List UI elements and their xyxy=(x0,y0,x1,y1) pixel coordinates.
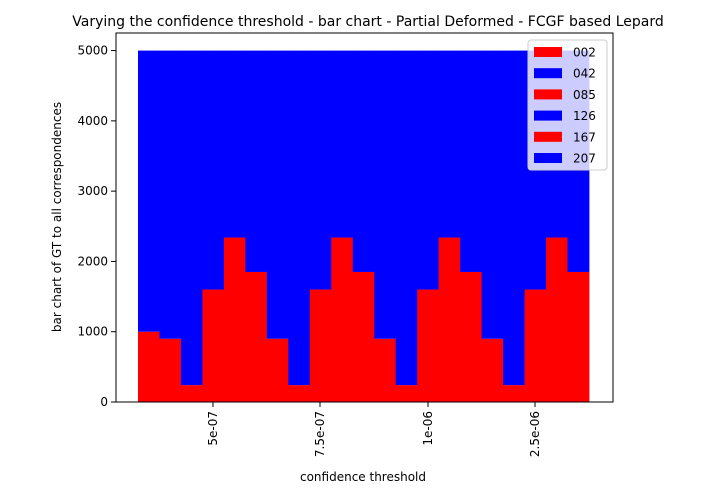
legend-box xyxy=(527,39,608,171)
chart-title: Varying the confidence threshold - bar c… xyxy=(72,14,663,30)
bar-blue-9 xyxy=(331,50,354,238)
bar-red-11 xyxy=(374,338,397,402)
bar-red-2 xyxy=(180,385,203,402)
legend-swatch xyxy=(534,153,562,163)
legend-label: 126 xyxy=(573,109,596,123)
bar-blue-11 xyxy=(374,50,397,339)
bar-red-20 xyxy=(567,271,590,402)
legend-swatch xyxy=(534,68,562,79)
bar-red-7 xyxy=(288,385,311,402)
bar-red-5 xyxy=(245,271,268,402)
bar-blue-6 xyxy=(266,50,289,339)
legend-label: 207 xyxy=(573,152,596,166)
bar-blue-13 xyxy=(417,50,440,290)
bar-red-3 xyxy=(202,289,225,402)
bar-red-16 xyxy=(481,338,504,402)
bar-red-14 xyxy=(438,237,461,402)
y-tick-label: 1000 xyxy=(77,325,108,339)
bar-blue-4 xyxy=(223,50,246,238)
x-tick-label: 2.5e-06 xyxy=(528,411,542,457)
bar-blue-17 xyxy=(503,50,525,386)
bar-red-12 xyxy=(395,385,418,402)
y-axis: 0 1000 2000 3000 4000 5000 xyxy=(77,44,116,409)
legend-label: 085 xyxy=(573,88,596,102)
y-tick-label: 0 xyxy=(100,395,108,409)
x-axis: 5e-07 7.5e-07 1e-06 2.5e-06 xyxy=(206,402,542,457)
bar-blue-7 xyxy=(288,50,311,386)
bar-blue-0 xyxy=(138,50,160,332)
y-tick-label: 2000 xyxy=(77,254,108,268)
legend-swatch xyxy=(534,131,562,142)
legend-label: 042 xyxy=(573,67,596,81)
legend-swatch xyxy=(534,89,562,100)
y-tick-label: 5000 xyxy=(77,44,108,58)
bar-red-0 xyxy=(138,331,160,402)
x-tick-label: 1e-06 xyxy=(421,411,435,446)
plot-frame xyxy=(115,32,614,403)
bar-red-19 xyxy=(546,237,568,402)
bar-blue-8 xyxy=(309,50,332,290)
bar-red-10 xyxy=(352,271,375,402)
bar-red-4 xyxy=(223,237,246,402)
bar-red-6 xyxy=(266,338,289,402)
bar-blue-3 xyxy=(202,50,225,290)
bar-blue-16 xyxy=(481,50,504,339)
bar-blue-5 xyxy=(245,50,268,272)
x-tick-label: 5e-07 xyxy=(206,411,220,446)
bar-red-9 xyxy=(331,237,354,402)
bar-red-1 xyxy=(159,338,182,402)
bar-red-13 xyxy=(417,289,440,402)
bar-red-8 xyxy=(309,289,332,402)
bar-blue-10 xyxy=(352,50,375,272)
bar-blue-14 xyxy=(438,50,461,238)
bar-red-15 xyxy=(460,271,483,402)
y-tick-label: 4000 xyxy=(77,114,108,128)
legend: 002 042 085 126 167 207 xyxy=(527,39,608,171)
y-tick-label: 3000 xyxy=(77,184,108,198)
x-tick-label: 7.5e-07 xyxy=(313,411,327,457)
x-axis-label: confidence threshold xyxy=(300,470,426,484)
legend-swatch xyxy=(534,110,562,121)
y-axis-label: bar chart of GT to all correspondences xyxy=(50,102,64,332)
legend-swatch xyxy=(534,47,562,57)
bars-group xyxy=(138,50,590,402)
bar-blue-12 xyxy=(395,50,418,386)
legend-label: 167 xyxy=(573,130,596,144)
bar-blue-15 xyxy=(460,50,483,272)
bar-blue-1 xyxy=(159,50,182,339)
bar-red-17 xyxy=(503,385,525,402)
legend-label: 002 xyxy=(573,46,596,60)
bar-red-18 xyxy=(524,289,547,402)
bar-blue-2 xyxy=(180,50,203,386)
